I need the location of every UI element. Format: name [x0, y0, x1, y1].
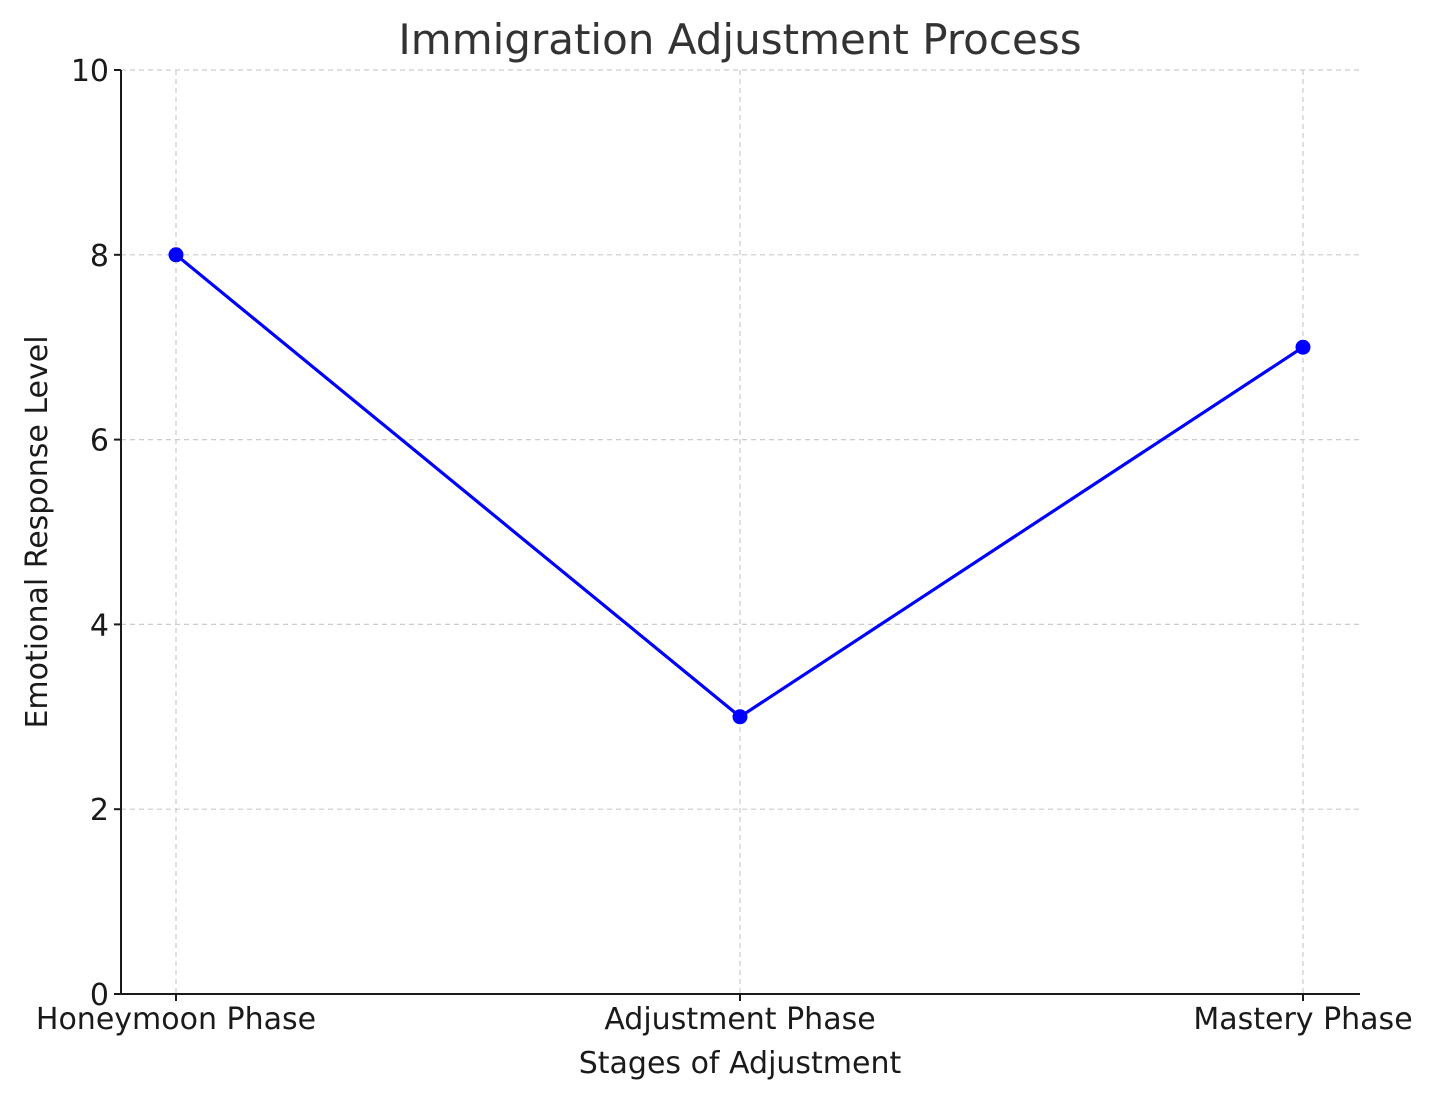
y-tick-label-4: 8 — [90, 239, 109, 274]
x-axis-label: Stages of Adjustment — [579, 1046, 902, 1081]
y-tick-label-1: 2 — [90, 793, 109, 828]
x-tick-label-2: Mastery Phase — [1193, 1002, 1412, 1037]
y-tick-label-3: 6 — [90, 424, 109, 459]
series-layer — [168, 247, 1311, 725]
x-tick-label-0: Honeymoon Phase — [36, 1002, 316, 1037]
data-point-honeymoon-phase — [168, 247, 184, 263]
y-tick-label-2: 4 — [90, 608, 109, 643]
y-tick-label-0: 0 — [90, 978, 109, 1013]
x-tick-label-1: Adjustment Phase — [604, 1002, 875, 1037]
data-point-mastery-phase — [1295, 339, 1311, 355]
ticks-layer: 0 2 4 6 8 10 Honeymoon Phase Adjustment Phase Ma… — [36, 54, 1413, 1037]
y-tick-label-5: 10 — [71, 54, 109, 89]
y-axis-label: Emotional Response Level — [20, 335, 55, 728]
data-point-adjustment-phase — [732, 709, 748, 725]
grid-layer — [121, 69, 1360, 994]
chart-title: Immigration Adjustment Process — [398, 15, 1081, 64]
